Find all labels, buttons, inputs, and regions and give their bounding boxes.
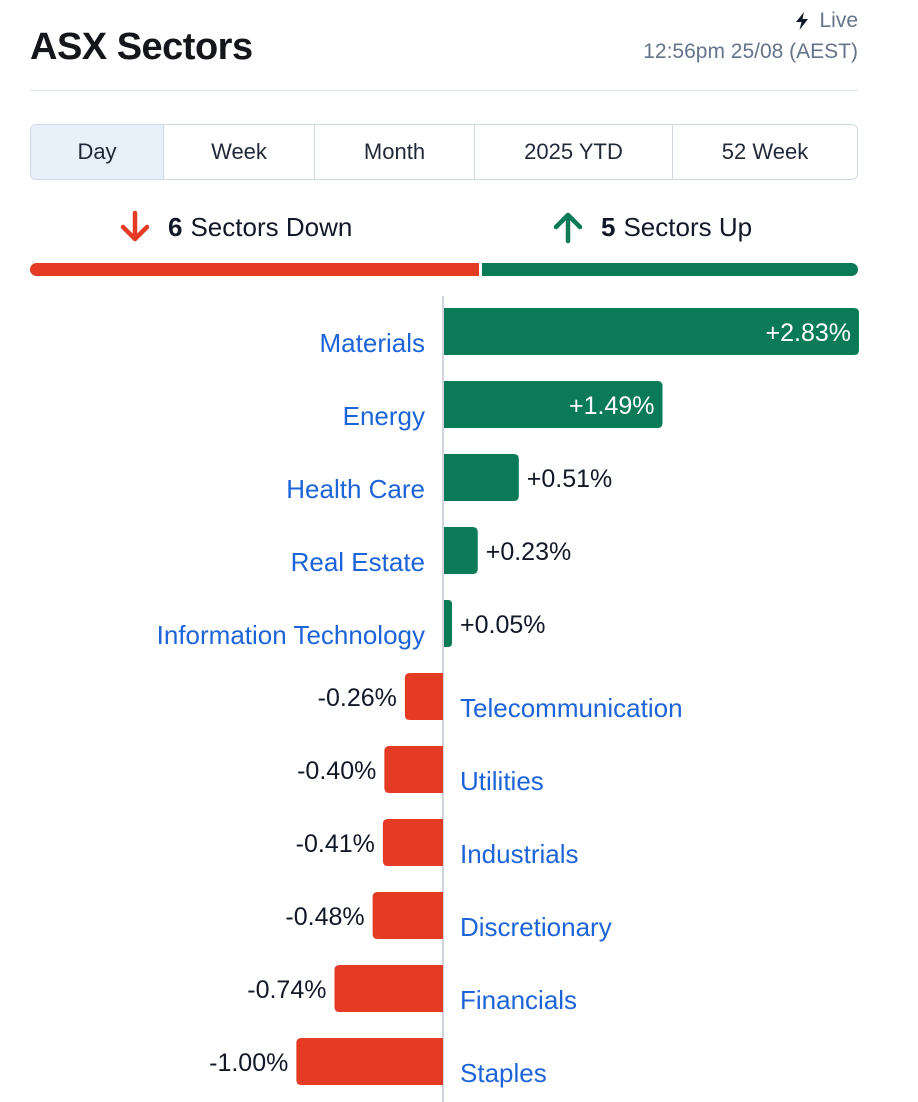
- value-label-health-care: +0.51%: [527, 465, 613, 493]
- lightning-icon: [796, 12, 809, 30]
- tab-day[interactable]: Day: [31, 125, 164, 179]
- timestamp: 12:56pm 25/08 (AEST): [643, 40, 858, 63]
- sector-link-telecommunication[interactable]: Telecommunication: [460, 693, 683, 723]
- bar-information-technology: [444, 600, 452, 647]
- live-label: Live: [819, 9, 858, 32]
- value-label-materials: +2.83%: [766, 319, 852, 347]
- live-indicator: Live: [795, 9, 858, 33]
- bar-health-care: [444, 454, 519, 501]
- bar-financials: [334, 965, 443, 1012]
- value-label-industrials: -0.41%: [296, 830, 375, 858]
- value-label-utilities: -0.40%: [297, 757, 376, 785]
- bar-discretionary: [372, 892, 443, 939]
- sector-link-staples[interactable]: Staples: [460, 1058, 547, 1088]
- sectors-up-count: 5: [601, 211, 616, 242]
- bar-utilities: [384, 746, 443, 793]
- sectors-up-ratio-bar: [482, 263, 858, 276]
- sector-link-materials[interactable]: Materials: [320, 328, 425, 358]
- value-label-energy: +1.49%: [569, 392, 655, 420]
- tab-2025-ytd[interactable]: 2025 YTD: [475, 125, 673, 179]
- value-label-real-estate: +0.23%: [486, 538, 572, 566]
- bar-industrials: [382, 819, 443, 866]
- value-label-telecommunication: -0.26%: [318, 684, 397, 712]
- period-tabs: Day Week Month 2025 YTD 52 Week: [30, 124, 858, 180]
- value-label-financials: -0.74%: [247, 976, 326, 1004]
- bar-energy: [444, 381, 663, 428]
- sectors-up-summary: 5 Sectors Up: [551, 210, 752, 244]
- sector-link-utilities[interactable]: Utilities: [460, 766, 544, 796]
- page-title: ASX Sectors: [30, 26, 253, 68]
- sector-link-health-care[interactable]: Health Care: [286, 474, 425, 504]
- sector-link-energy[interactable]: Energy: [343, 401, 425, 431]
- sectors-down-label: Sectors Down: [190, 211, 353, 242]
- value-label-staples: -1.00%: [209, 1049, 288, 1077]
- sector-performance-chart: Materials +2.83% Energy +1.49% Health Care +0…: [157, 296, 859, 1102]
- tab-52-week[interactable]: 52 Week: [721, 139, 809, 164]
- bar-real-estate: [444, 527, 478, 574]
- tab-month[interactable]: Month: [315, 125, 475, 179]
- sector-link-financials[interactable]: Financials: [460, 985, 577, 1015]
- value-label-discretionary: -0.48%: [285, 903, 364, 931]
- sector-link-real-estate[interactable]: Real Estate: [291, 547, 425, 577]
- sectors-down-count: 6: [168, 211, 183, 242]
- sectors-down-summary: 6 Sectors Down: [118, 210, 352, 244]
- bar-telecommunication: [404, 673, 443, 720]
- sector-link-industrials[interactable]: Industrials: [460, 839, 579, 869]
- header-divider: [30, 90, 858, 91]
- bar-materials: [444, 308, 859, 355]
- sectors-down-ratio-bar: [30, 263, 479, 276]
- sector-link-information-technology[interactable]: Information Technology: [157, 620, 425, 650]
- tab-week[interactable]: Week: [164, 125, 315, 179]
- arrow-down-icon: [120, 210, 150, 242]
- bar-staples: [296, 1038, 443, 1085]
- value-label-information-technology: +0.05%: [460, 611, 546, 639]
- sectors-up-label: Sectors Up: [623, 211, 753, 242]
- arrow-up-icon: [553, 212, 583, 244]
- sector-link-discretionary[interactable]: Discretionary: [460, 912, 612, 942]
